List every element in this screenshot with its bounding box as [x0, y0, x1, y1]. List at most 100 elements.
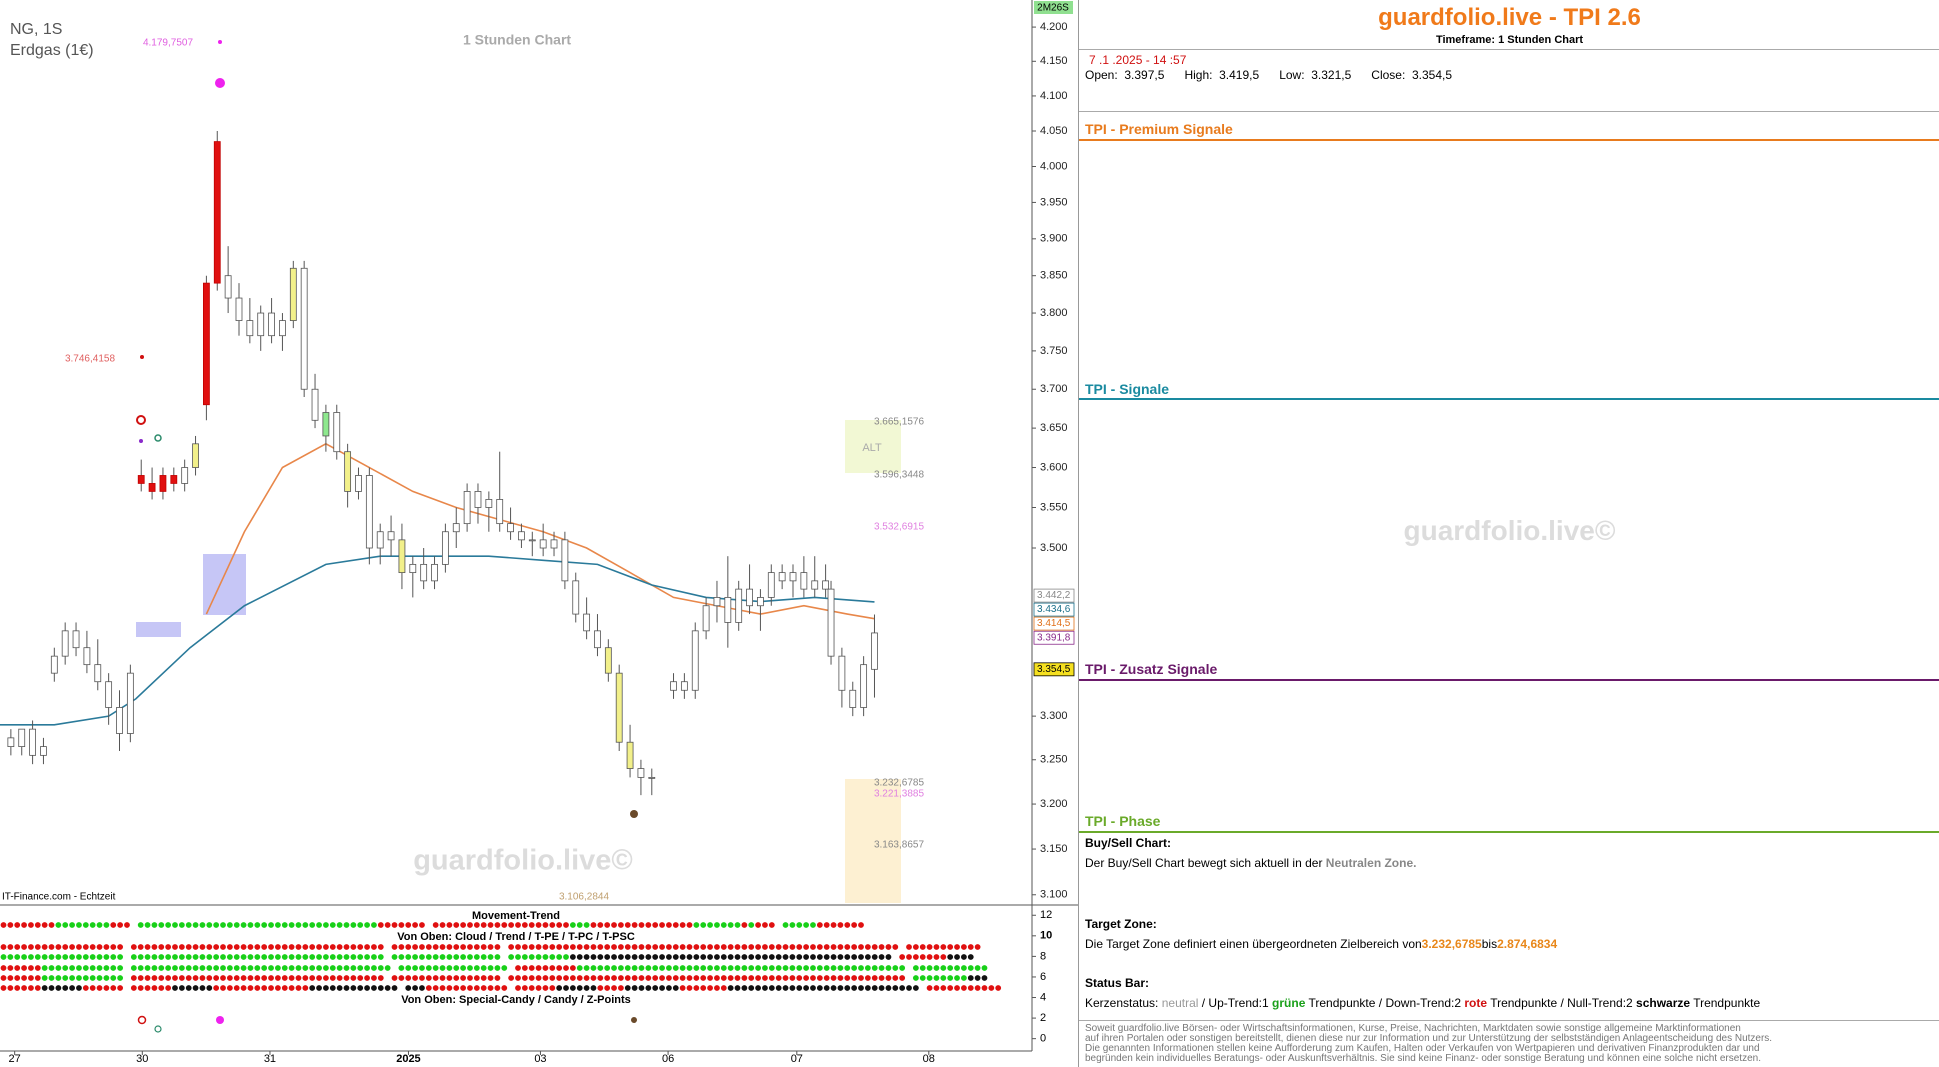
signal-dot — [41, 922, 48, 928]
signal-dot — [405, 922, 412, 928]
signal-dot — [391, 954, 398, 960]
signal-dot — [254, 965, 261, 971]
signal-dot — [89, 975, 96, 981]
signal-dot — [597, 954, 604, 960]
signal-dot — [398, 965, 405, 971]
signal-dot — [556, 975, 563, 981]
signal-dot — [494, 944, 501, 950]
signal-dot — [275, 944, 281, 950]
signal-dot — [618, 985, 624, 991]
signal-dot — [803, 985, 810, 991]
text: Trendpunkte — [1308, 996, 1376, 1010]
section-label: TPI - Premium Signale — [1085, 121, 1233, 137]
signal-dot — [961, 944, 967, 950]
signal-dot — [782, 922, 789, 928]
signal-dot — [549, 985, 556, 991]
signal-dot — [714, 985, 720, 991]
signal-dot — [377, 985, 384, 991]
status-text: Kerzenstatus: neutral / Up-Trend:1 grüne… — [1085, 996, 1760, 1010]
signal-dot — [144, 975, 151, 981]
signal-dot — [412, 944, 418, 950]
section-rule — [1079, 679, 1939, 681]
signal-dot — [789, 975, 796, 981]
y-tick-label: 3.250 — [1040, 754, 1068, 766]
signal-dot — [700, 985, 707, 991]
signal-dot — [439, 975, 446, 981]
signal-dot — [165, 922, 172, 928]
signal-dot — [137, 975, 144, 981]
signal-dot — [206, 922, 213, 928]
signal-dot — [796, 975, 803, 981]
signal-dot — [748, 975, 755, 981]
indicator-tick-label: 8 — [1040, 950, 1046, 962]
candle-body — [420, 563, 428, 582]
y-tick-label: 3.850 — [1040, 270, 1068, 282]
signal-dot — [453, 965, 460, 971]
signal-dot — [576, 944, 583, 950]
signal-dot — [796, 944, 803, 950]
signal-dot — [0, 954, 7, 960]
indicator-tick-label: 0 — [1040, 1033, 1046, 1045]
signal-dot — [844, 985, 851, 991]
text: / Up-Trend:1 — [1201, 996, 1269, 1010]
signal-dot — [645, 944, 652, 950]
signal-dot — [233, 975, 240, 981]
signal-dot — [185, 954, 192, 960]
signal-dot — [391, 922, 398, 928]
signal-dot — [624, 975, 631, 981]
signal-dot — [281, 965, 288, 971]
signal-dot — [618, 944, 624, 950]
candle-body — [409, 563, 417, 574]
signal-dot — [720, 954, 727, 960]
signal-dot — [618, 922, 624, 928]
signal-dot — [137, 954, 144, 960]
candle-body — [838, 655, 846, 691]
candle-body — [452, 523, 460, 533]
signal-dot — [261, 975, 268, 981]
signal-dot — [714, 965, 720, 971]
signal-dot — [624, 944, 631, 950]
signal-dot — [439, 944, 446, 950]
signal-dot — [453, 944, 460, 950]
signal-dot — [858, 975, 864, 981]
disclaimer-line: auf ihren Portalen oder sonstigen bereit… — [1085, 1033, 1773, 1044]
signal-dot — [666, 975, 672, 981]
candle-body — [550, 539, 558, 549]
y-tick-label: 3.750 — [1040, 345, 1068, 357]
signal-dot — [906, 954, 912, 960]
signal-dot — [48, 975, 55, 981]
signal-dot — [871, 975, 878, 981]
candle-body — [767, 572, 775, 598]
signal-dot — [604, 965, 611, 971]
candle-body — [485, 499, 493, 508]
signal-dot — [569, 965, 576, 971]
signal-dot — [233, 922, 240, 928]
signal-dot — [316, 985, 322, 991]
signal-dot — [645, 965, 652, 971]
signal-dot — [816, 965, 823, 971]
y-tick-label: 3.950 — [1040, 196, 1068, 208]
signal-marker — [137, 1015, 147, 1025]
signal-dot — [55, 975, 62, 981]
candle-body — [528, 539, 536, 542]
signal-dot — [371, 922, 377, 928]
signal-dot — [556, 985, 563, 991]
signal-dot — [336, 954, 343, 960]
chart-annotation: NG, 1S — [10, 21, 62, 38]
signal-dot — [535, 975, 542, 981]
signal-dot — [618, 965, 624, 971]
signal-dot — [213, 965, 220, 971]
signal-dot — [377, 944, 384, 950]
section-label: TPI - Zusatz Signale — [1085, 661, 1218, 677]
signal-dot — [419, 985, 425, 991]
candle-body — [561, 539, 569, 582]
signal-dot — [357, 954, 364, 960]
chart-annotation: guardfolio.live© — [413, 845, 633, 877]
signal-dot — [830, 975, 837, 981]
signal-dot — [144, 944, 151, 950]
signal-dot — [295, 975, 302, 981]
signal-dot — [487, 975, 494, 981]
signal-dot — [295, 985, 302, 991]
signal-dot — [377, 965, 384, 971]
